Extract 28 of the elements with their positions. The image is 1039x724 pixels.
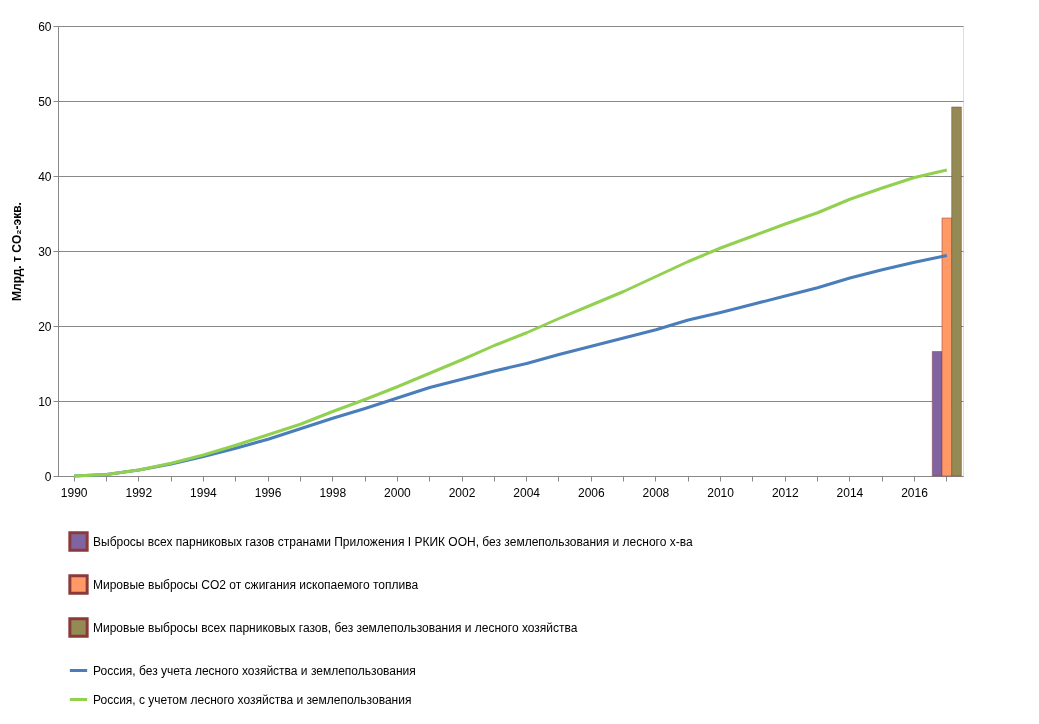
legend-label: Мировые выбросы всех парниковых газов, без землепользования и лесного хозяйства: [93, 620, 578, 635]
x-tick-label: 2010: [707, 485, 735, 500]
line-series: [72, 168, 949, 478]
x-tick-label: 2002: [448, 485, 476, 500]
y-tick-label: 40: [38, 169, 52, 184]
y-tick-label: 60: [38, 19, 52, 34]
x-tick-label: 1998: [319, 485, 347, 500]
legend-label: Мировые выбросы CO2 от сжигания ископаемого топлива: [93, 577, 419, 592]
x-tick-label: 2000: [384, 485, 412, 500]
x-tick-label: 1990: [60, 485, 88, 500]
x-tick-label: 2014: [836, 485, 864, 500]
legend-label: Россия, без учета лесного хозяйства и землепользования: [93, 663, 416, 678]
y-axis-title: Млрд. т CO₂-экв.: [10, 202, 25, 301]
x-tick-label: 1994: [190, 485, 218, 500]
y-tick-label: 0: [44, 469, 52, 484]
y-tick-label: 50: [38, 94, 52, 109]
x-tick-label: 1996: [254, 485, 282, 500]
x-tick-label: 2016: [901, 485, 929, 500]
x-tick-label: 1992: [125, 485, 153, 500]
x-tick-label: 2004: [513, 485, 541, 500]
x-tick-label: 2012: [771, 485, 799, 500]
y-tick-label: 20: [38, 319, 52, 334]
y-tick-label: 30: [38, 244, 52, 259]
y-tick-label: 10: [38, 394, 52, 409]
x-tick-label: 2008: [642, 485, 670, 500]
legend-label: Выбросы всех парниковых газов странами Приложения I РКИК ООН, без землепользования и лесного х-ва: [93, 534, 693, 549]
x-tick-label: 2006: [577, 485, 605, 500]
legend-label: Россия, с учетом лесного хозяйства и землепользования: [93, 692, 412, 707]
